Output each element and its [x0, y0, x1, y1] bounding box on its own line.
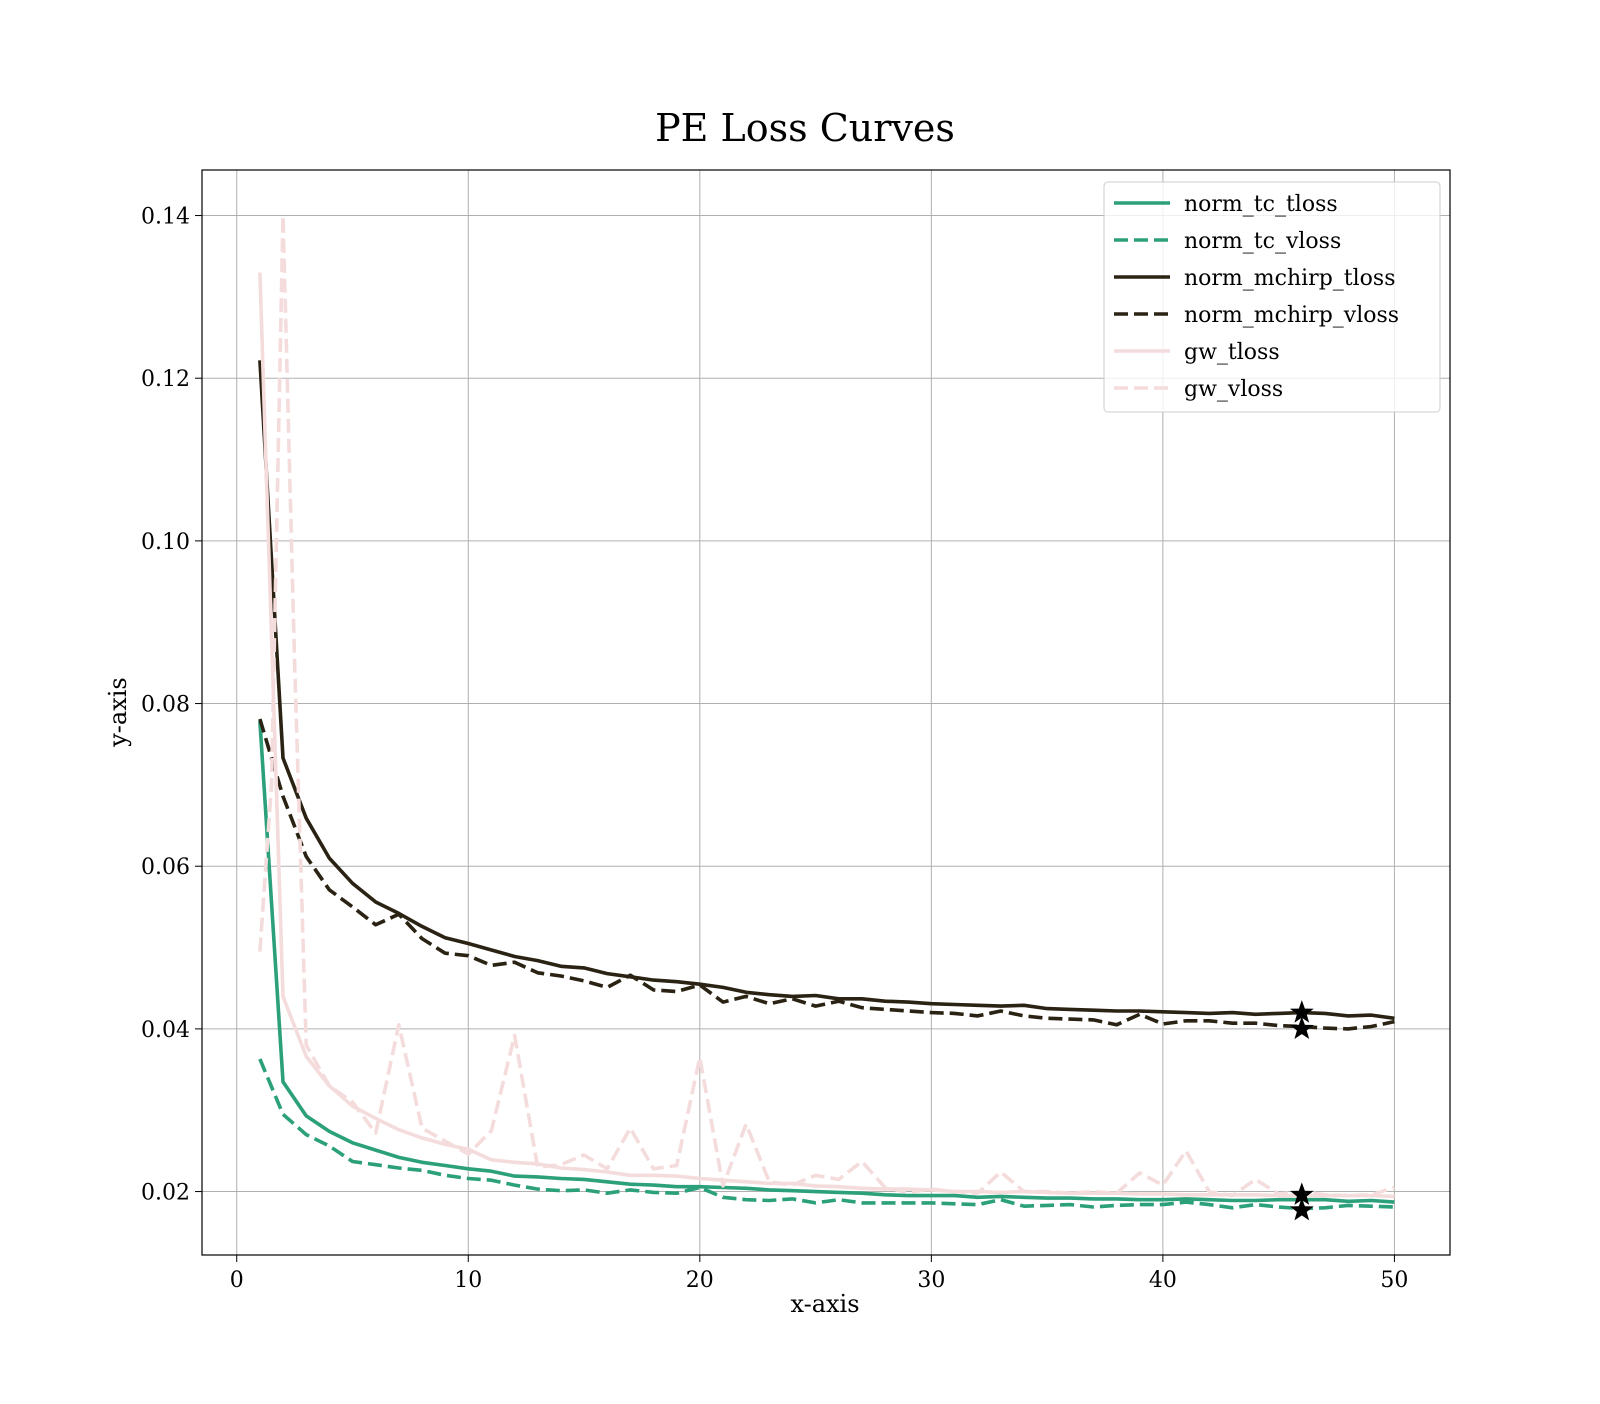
series-line-norm_tc_vloss — [258, 1058, 1395, 1211]
grid — [202, 170, 1450, 1255]
best-epoch-star-marker — [1290, 1197, 1314, 1221]
plot-frame — [201, 169, 1451, 1256]
chart-title: PE Loss Curves — [655, 106, 955, 150]
x-axis-label: x-axis — [790, 1290, 859, 1318]
y-tick-label: 0.08 — [141, 693, 190, 718]
x-tick-label: 10 — [454, 1268, 482, 1293]
series-line-norm_mchirp_vloss — [258, 718, 1395, 1031]
series-line-norm_mchirp_tloss — [258, 360, 1395, 1021]
x-tick-label: 30 — [917, 1268, 945, 1293]
legend-label-norm_mchirp_tloss: norm_mchirp_tloss — [1184, 266, 1395, 291]
y-tick-label: 0.06 — [141, 855, 190, 880]
y-tick-label: 0.10 — [141, 530, 190, 555]
series-line-norm_tc_tloss — [258, 721, 1395, 1204]
series-layer — [258, 213, 1395, 1211]
x-tick-label: 0 — [230, 1268, 244, 1293]
tick-layer: 0 10 20 30 40 50 0.02 0.04 0.06 0.08 0.10 0.12 0.14 — [141, 205, 1408, 1293]
legend-label-norm_mchirp_vloss: norm_mchirp_vloss — [1184, 303, 1399, 328]
x-tick-label: 50 — [1380, 1268, 1408, 1293]
y-tick-label: 0.02 — [141, 1181, 190, 1206]
legend: norm_tc_tloss norm_tc_vloss norm_mchirp_tl… — [1103, 181, 1441, 413]
y-tick-label: 0.04 — [141, 1018, 190, 1043]
y-tick-label: 0.12 — [141, 367, 190, 392]
y-axis-label: y-axis — [104, 677, 132, 748]
series-line-gw_vloss — [258, 213, 1395, 1198]
marker-layer — [1290, 1000, 1314, 1221]
legend-label-norm_tc_vloss: norm_tc_vloss — [1184, 229, 1341, 254]
legend-label-gw_vloss: gw_vloss — [1184, 377, 1283, 402]
legend-label-gw_tloss: gw_tloss — [1184, 340, 1280, 365]
best-epoch-star-marker — [1290, 1016, 1314, 1039]
x-tick-label: 40 — [1149, 1268, 1177, 1293]
y-tick-label: 0.14 — [141, 205, 190, 230]
x-tick-label: 20 — [686, 1268, 714, 1293]
legend-box — [1103, 181, 1441, 413]
legend-label-norm_tc_tloss: norm_tc_tloss — [1184, 192, 1338, 217]
